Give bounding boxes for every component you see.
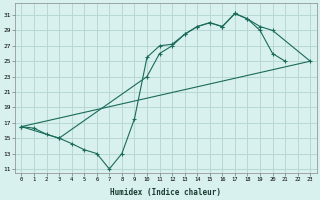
X-axis label: Humidex (Indice chaleur): Humidex (Indice chaleur) [110,188,221,197]
